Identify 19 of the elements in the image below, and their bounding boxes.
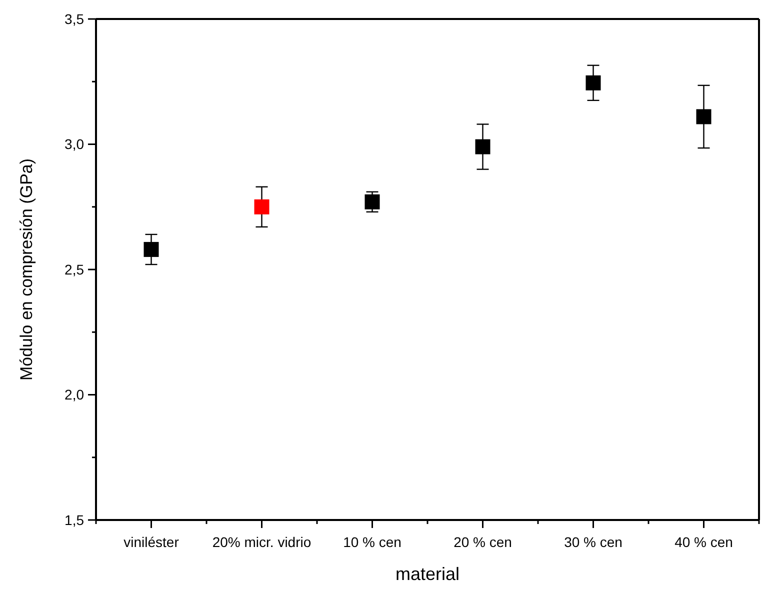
point [254, 199, 270, 214]
y-tick-label: 1,5 [64, 512, 84, 528]
point [586, 75, 601, 90]
y-axis-title: Módulo en compresión (GPa) [17, 158, 36, 381]
point [144, 242, 159, 257]
y-tick-label: 2,0 [64, 386, 84, 403]
point [475, 139, 490, 154]
point [364, 194, 380, 210]
y-tick-label: 3,5 [64, 10, 84, 27]
x-tick-label: viniléster [124, 534, 180, 550]
x-tick-label: 20 % cen [454, 534, 512, 550]
y-tick-label: 3,0 [64, 136, 84, 152]
y-tick-label: 2,5 [64, 261, 84, 278]
x-tick-label: 20% micr. vidrio [212, 534, 312, 550]
x-tick-label: 40 % cen [674, 534, 733, 550]
x-tick-label: 10 % cen [343, 534, 402, 550]
point [696, 109, 712, 124]
x-axis-title: material [395, 564, 460, 584]
x-tick-label: 30 % cen [564, 534, 622, 550]
